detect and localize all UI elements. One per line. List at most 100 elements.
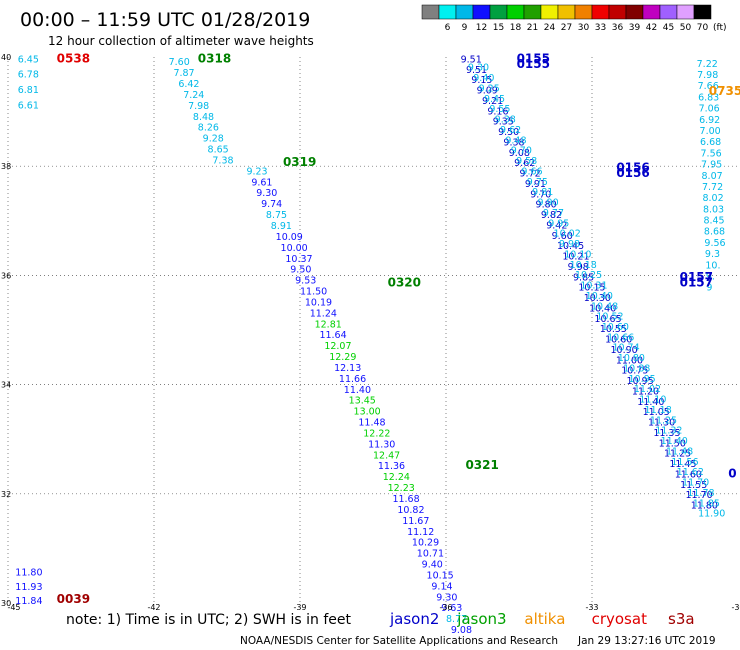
wave-height-value: 9.61 [251, 177, 272, 188]
scale-label: 6 [445, 23, 451, 33]
wave-height-value: 12.81 [315, 319, 342, 330]
wave-height-value: 9.51 [461, 54, 482, 65]
wave-height-value: 11.10 [639, 395, 666, 406]
wave-height-value: 11.02 [634, 384, 661, 395]
wave-height-value: 9.58 [516, 156, 537, 167]
wave-height-value: 9.30 [468, 63, 489, 74]
wave-height-value: 11.25 [664, 449, 691, 460]
x-tick-label: -36 [439, 603, 452, 612]
wave-height-value: 10.52 [596, 312, 623, 323]
wave-height-value: 11.62 [677, 467, 704, 478]
wave-height-value: 11.36 [378, 461, 405, 472]
scale-swatch [421, 4, 440, 20]
wave-height-value: 10.60 [602, 322, 629, 333]
scale-label: 50 [680, 23, 692, 33]
scale-swatch [608, 4, 627, 20]
satellite-name: jason2 [389, 610, 439, 628]
wave-height-value: 11.35 [653, 428, 680, 439]
wave-height-value: 11.40 [661, 436, 688, 447]
wave-height-value: 8.45 [703, 216, 724, 227]
scale-swatch [472, 4, 491, 20]
wave-height-value: 11.40 [344, 385, 371, 396]
wave-height-value: 7.60 [169, 57, 190, 68]
satellite-name: s3a [668, 610, 695, 628]
scale-label: 21 [527, 23, 538, 33]
wave-height-value: 9.38 [495, 115, 516, 126]
wave-height-value: 11.60 [675, 469, 702, 480]
wave-height-value: 11.64 [319, 330, 346, 341]
wave-height-value: 10.45 [557, 241, 584, 252]
wave-height-value: 11.30 [368, 439, 395, 450]
wave-height-value: 10.31 [580, 281, 607, 292]
scale-label: 9 [462, 23, 468, 33]
wave-height-value: 9.21 [482, 96, 503, 107]
x-tick-label: -39 [293, 603, 306, 612]
wave-height-value: 8.91 [271, 221, 292, 232]
scale-swatch [574, 4, 593, 20]
pass-time-label: 0735 [709, 84, 740, 98]
wave-height-value: 9.09 [477, 86, 498, 97]
x-tick-label: -45 [7, 603, 20, 612]
wave-height-value: 11.40 [637, 397, 664, 408]
credit-text: NOAA/NESDIS Center for Satellite Applica… [240, 635, 558, 647]
wave-height-value: 9.95 [548, 218, 569, 229]
wave-height-value: 9.91 [525, 179, 546, 190]
chart-subtitle: 12 hour collection of altimeter wave hei… [48, 34, 314, 48]
wave-height-value: 11.50 [300, 287, 327, 298]
scale-swatch [557, 4, 576, 20]
wave-height-value: 8.68 [704, 227, 725, 238]
wave-height-value: 7.66 [698, 81, 719, 92]
wave-height-value: 11.05 [643, 407, 670, 418]
pass-time-label: 0157 [680, 275, 713, 289]
wave-height-value: 10.00 [281, 243, 308, 254]
wave-height-value: 11.30 [648, 418, 675, 429]
wave-height-value: 10.74 [612, 343, 639, 354]
wave-height-value: 9.08 [451, 625, 472, 636]
y-tick-label: 38 [1, 162, 11, 171]
pass-time-label: 0155 [517, 51, 550, 65]
wave-height-value: 9.70 [530, 189, 551, 200]
scale-swatch [625, 4, 644, 20]
pass-time-label: 0157 [680, 270, 713, 284]
wave-height-value: 11.24 [310, 308, 337, 319]
scale-swatch [693, 4, 712, 20]
wave-height-value: 10.18 [570, 260, 597, 271]
wave-height-value: 9.45 [484, 94, 505, 105]
wave-height-value: 9.23 [246, 166, 267, 177]
wave-height-value: 7.95 [701, 160, 722, 171]
wave-height-value: 9.62 [514, 158, 535, 169]
wave-height-value: 10.65 [594, 314, 621, 325]
wave-height-value: 9 [706, 283, 712, 294]
scale-swatch [489, 4, 508, 20]
wave-height-value: 9.40 [473, 73, 494, 84]
x-tick-label: -33 [585, 603, 598, 612]
pass-time-label: 0538 [57, 51, 90, 65]
wave-height-value: 11.68 [392, 494, 419, 505]
wave-height-value: 8.03 [703, 204, 724, 215]
wave-height-value: 10.10 [564, 249, 591, 260]
wave-height-value: 6.78 [18, 70, 39, 81]
pass-time-label: 0321 [465, 458, 498, 472]
wave-height-value: 8.48 [193, 112, 214, 123]
wave-height-value: 9.56 [704, 238, 725, 249]
x-tick-label: -30 [731, 603, 740, 612]
wave-height-value: 11.56 [671, 457, 698, 468]
wave-height-value: 9.60 [552, 231, 573, 242]
scale-label: 33 [595, 23, 606, 33]
wave-height-value: 11.20 [632, 386, 659, 397]
y-tick-label: 34 [1, 381, 11, 390]
wave-height-value: 9.50 [498, 127, 519, 138]
wave-height-value: 11.93 [15, 582, 42, 593]
pass-time-label: 0039 [57, 592, 90, 606]
note-text: note: 1) Time is in UTC; 2) SWH is in fe… [66, 612, 352, 628]
wave-height-value: 6.42 [178, 79, 199, 90]
wave-height-value: 10.66 [607, 332, 634, 343]
wave-height-value: 9.77 [543, 208, 564, 219]
wave-height-value: 9.48 [505, 135, 526, 146]
wave-height-value: 10.71 [417, 549, 444, 560]
wave-height-value: 9.55 [489, 104, 510, 115]
scale-label: 70 [697, 23, 709, 33]
satellite-name: cryosat [592, 610, 647, 628]
wave-height-value: 12.22 [363, 428, 390, 439]
